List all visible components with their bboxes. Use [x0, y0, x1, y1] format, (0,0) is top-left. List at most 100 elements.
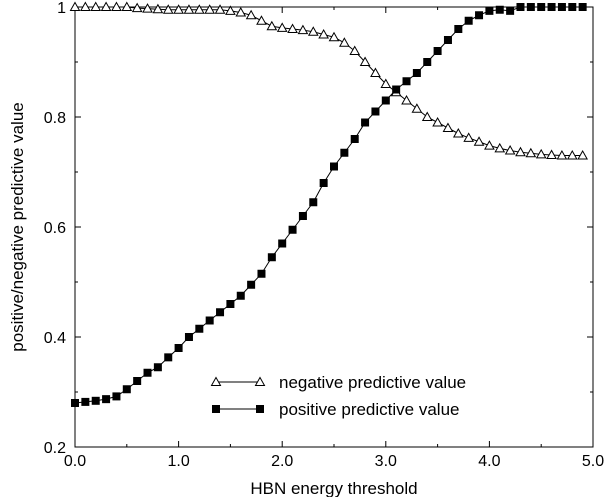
data-point-square	[205, 316, 214, 325]
data-point-square	[164, 353, 173, 362]
y-tick-label: 0.4	[44, 330, 66, 347]
data-point-square	[578, 3, 587, 11]
data-point-square	[433, 47, 442, 55]
y-tick-label: 0.8	[44, 110, 66, 127]
legend: negative predictive value positive predi…	[210, 373, 466, 419]
data-point-triangle	[577, 149, 588, 160]
y-axis-label: positive/negative predictive value	[8, 102, 27, 351]
data-point-triangle	[484, 140, 495, 150]
data-point-square	[309, 198, 318, 207]
data-point-square	[475, 11, 484, 20]
x-tick-label: 0.0	[64, 453, 86, 470]
data-point-square	[267, 253, 276, 262]
data-point-triangle	[411, 103, 423, 113]
data-point-triangle	[256, 15, 267, 25]
data-point-triangle	[525, 147, 537, 158]
data-point-square	[236, 291, 245, 300]
x-axis-label: HBN energy threshold	[250, 479, 417, 497]
data-point-square	[350, 135, 359, 143]
data-point-triangle	[173, 4, 184, 14]
y-axis-ticks: 0.2 0.4 0.6 0.8 1	[44, 0, 593, 457]
data-point-square	[91, 396, 100, 405]
data-point-triangle	[266, 20, 278, 31]
data-point-square	[506, 6, 515, 15]
y-tick-label: 0.2	[44, 440, 66, 457]
data-point-triangle	[349, 45, 361, 55]
data-point-square	[81, 397, 90, 406]
x-axis-ticks: 0.0 1.0 2.0 3.0 4.0 5.0	[64, 7, 604, 470]
data-point-square	[247, 280, 256, 289]
data-point-square	[319, 179, 328, 187]
data-point-triangle	[359, 56, 371, 66]
data-point-triangle	[535, 148, 547, 159]
series-line	[74, 6, 583, 404]
data-point-square	[340, 148, 349, 157]
data-point-triangle	[193, 4, 205, 14]
data-point-triangle	[515, 146, 526, 157]
data-point-square	[443, 36, 452, 44]
data-point-triangle	[287, 23, 298, 33]
data-point-triangle	[111, 1, 122, 11]
data-point-triangle	[432, 116, 443, 127]
data-point-square	[454, 25, 463, 33]
data-point-triangle	[473, 136, 485, 146]
data-point-triangle	[245, 9, 257, 20]
x-tick-label: 4.0	[478, 453, 500, 470]
data-point-triangle	[297, 24, 309, 35]
data-point-triangle	[183, 4, 195, 14]
y-tick-label: 0.6	[44, 220, 66, 237]
data-point-square	[371, 107, 380, 116]
data-point-triangle	[276, 22, 288, 32]
data-point-triangle	[214, 4, 226, 14]
data-point-square	[133, 377, 142, 385]
data-point-triangle	[204, 4, 216, 14]
data-point-square	[195, 324, 204, 333]
data-point-square	[537, 3, 546, 11]
series-layer	[69, 1, 588, 407]
legend-positive-label: positive predictive value	[279, 400, 459, 419]
legend-negative-label: negative predictive value	[279, 373, 466, 392]
data-point-triangle	[121, 1, 133, 11]
data-point-square	[361, 118, 370, 127]
data-point-square	[71, 399, 79, 407]
data-point-square	[464, 16, 473, 25]
data-point-square	[122, 385, 131, 394]
series-line	[75, 6, 583, 156]
data-point-triangle	[307, 26, 319, 36]
data-point-square	[412, 69, 421, 77]
data-point-square	[402, 77, 411, 86]
x-tick-label: 2.0	[271, 453, 293, 470]
x-tick-label: 1.0	[167, 453, 189, 470]
data-point-square	[174, 344, 183, 352]
data-point-square	[330, 162, 338, 171]
data-point-square	[112, 392, 121, 401]
data-point-triangle	[100, 1, 112, 11]
data-point-square	[278, 239, 287, 248]
data-point-triangle	[452, 127, 464, 138]
data-point-square	[226, 300, 235, 308]
data-point-square	[516, 3, 525, 11]
data-point-square	[381, 96, 390, 105]
legend-positive-square-right	[256, 405, 264, 413]
data-point-triangle	[556, 149, 568, 160]
data-point-triangle	[69, 1, 81, 11]
data-point-triangle	[494, 142, 506, 153]
data-point-triangle	[328, 31, 340, 42]
data-point-triangle	[162, 4, 174, 14]
data-point-triangle	[401, 94, 412, 105]
legend-negative-triangle-right	[254, 376, 266, 386]
legend-positive-square-left	[212, 405, 220, 413]
data-point-square	[526, 3, 535, 11]
data-point-square	[102, 395, 111, 404]
data-point-square	[143, 368, 152, 377]
data-point-square	[216, 308, 225, 317]
data-point-triangle	[131, 2, 143, 13]
data-point-triangle	[566, 149, 578, 160]
data-point-triangle	[80, 1, 91, 11]
data-point-triangle	[504, 145, 516, 155]
x-tick-label: 5.0	[582, 453, 604, 470]
data-point-square	[423, 58, 432, 66]
data-point-triangle	[380, 78, 392, 88]
data-point-square	[184, 333, 193, 341]
